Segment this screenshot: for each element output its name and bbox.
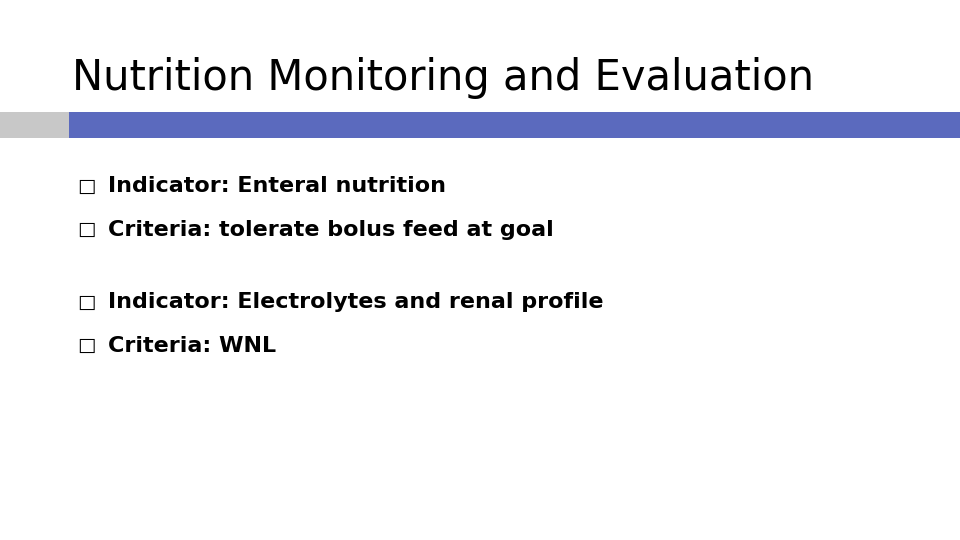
Text: Criteria: tolerate bolus feed at goal: Criteria: tolerate bolus feed at goal	[108, 219, 553, 240]
Text: Criteria: WNL: Criteria: WNL	[108, 335, 276, 356]
Text: Indicator: Enteral nutrition: Indicator: Enteral nutrition	[108, 176, 445, 197]
Bar	[0, 112, 69, 138]
Bar	[69, 112, 960, 138]
Text: □: □	[77, 293, 95, 312]
Text: □: □	[77, 177, 95, 196]
Text: Nutrition Monitoring and Evaluation: Nutrition Monitoring and Evaluation	[72, 57, 814, 99]
Text: □: □	[77, 336, 95, 355]
Text: Indicator: Electrolytes and renal profile: Indicator: Electrolytes and renal profil…	[108, 292, 603, 313]
Text: □: □	[77, 220, 95, 239]
